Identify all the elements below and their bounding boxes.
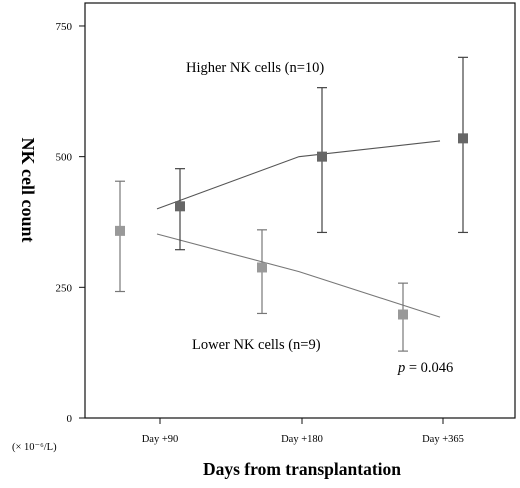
x-tick-label: Day +180: [281, 434, 323, 445]
y-axis-unit-note: (× 10⁻⁶/L): [12, 442, 57, 453]
y-axis: 0 250 500 750: [56, 21, 85, 425]
data-point-series-2: [115, 225, 125, 236]
legend-label-higher: Higher NK cells (n=10): [186, 60, 324, 76]
data-point-series-1: [175, 201, 185, 212]
legend-label-lower: Lower NK cells (n=9): [192, 337, 321, 353]
y-axis-label: NK cell count: [18, 138, 38, 243]
data-point-series-2: [398, 309, 408, 320]
y-tick-label: 500: [56, 152, 73, 164]
plot-frame: [84, 2, 516, 419]
p-value: = 0.046: [405, 360, 453, 376]
y-tick-label: 250: [56, 282, 73, 294]
p-symbol: p: [397, 360, 405, 376]
data-point-series-1: [458, 133, 468, 144]
data-point-series-2: [257, 262, 267, 273]
data-points: [115, 133, 468, 320]
x-axis: Day +90 Day +180 Day +365: [142, 418, 464, 445]
data-point-series-1: [317, 151, 327, 162]
trend-line-series-2: [156, 233, 441, 318]
x-tick-label: Day +90: [142, 434, 179, 445]
trend-line-series-1: [156, 140, 441, 210]
trend-lines: [156, 140, 441, 318]
p-value-annotation: p = 0.046: [397, 360, 453, 376]
x-tick-label: Day +365: [422, 434, 464, 445]
x-axis-label: Days from transplantation: [203, 459, 401, 479]
y-tick-label: 750: [56, 21, 73, 33]
error-bars: [115, 56, 468, 352]
y-tick-label: 0: [67, 413, 73, 425]
